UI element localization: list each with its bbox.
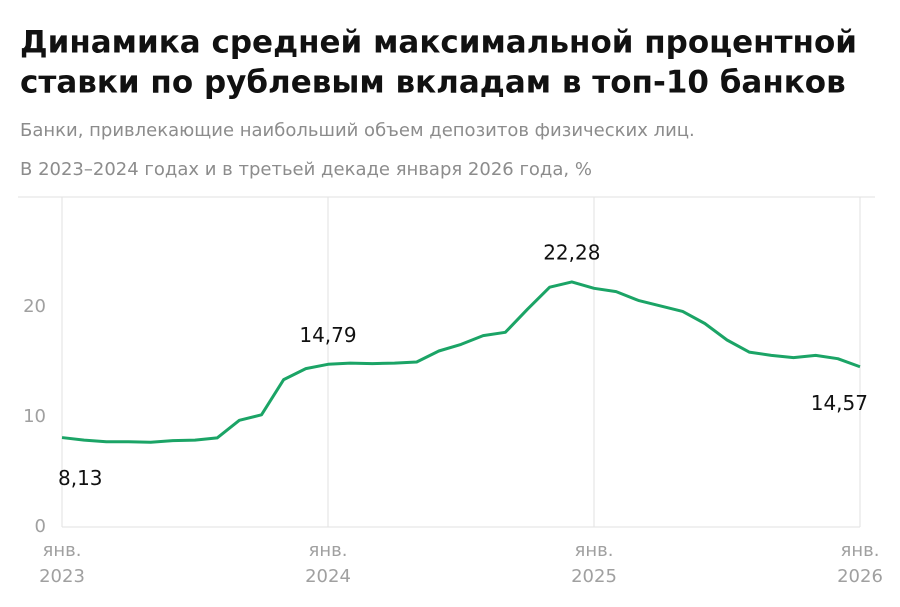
x-tick-label: янв. <box>309 540 348 561</box>
x-tick-label: янв. <box>43 540 82 561</box>
x-tick-label: янв. <box>841 540 880 561</box>
x-tick-label: янв. <box>575 540 614 561</box>
chart-subtitle: Банки, привлекающие наибольший объем деп… <box>20 120 695 141</box>
x-tick-label: 2025 <box>571 566 617 587</box>
chart-subtitle: В 2023–2024 годах и в третьей декаде янв… <box>20 159 592 180</box>
data-label: 8,13 <box>58 466 103 490</box>
x-tick-label: 2026 <box>837 566 883 587</box>
data-label: 22,28 <box>543 240 600 264</box>
y-tick-label: 20 <box>23 296 46 317</box>
chart-title: ставки по рублевым вкладам в топ-10 банк… <box>20 65 846 101</box>
x-tick-label: 2023 <box>39 566 85 587</box>
chart-title: Динамика средней максимальной процентной <box>20 25 857 61</box>
data-label: 14,57 <box>811 391 868 415</box>
x-tick-label: 2024 <box>305 566 351 587</box>
data-line <box>61 280 861 444</box>
data-label: 14,79 <box>299 323 356 347</box>
y-tick-label: 0 <box>35 516 46 537</box>
y-tick-label: 10 <box>23 406 46 427</box>
